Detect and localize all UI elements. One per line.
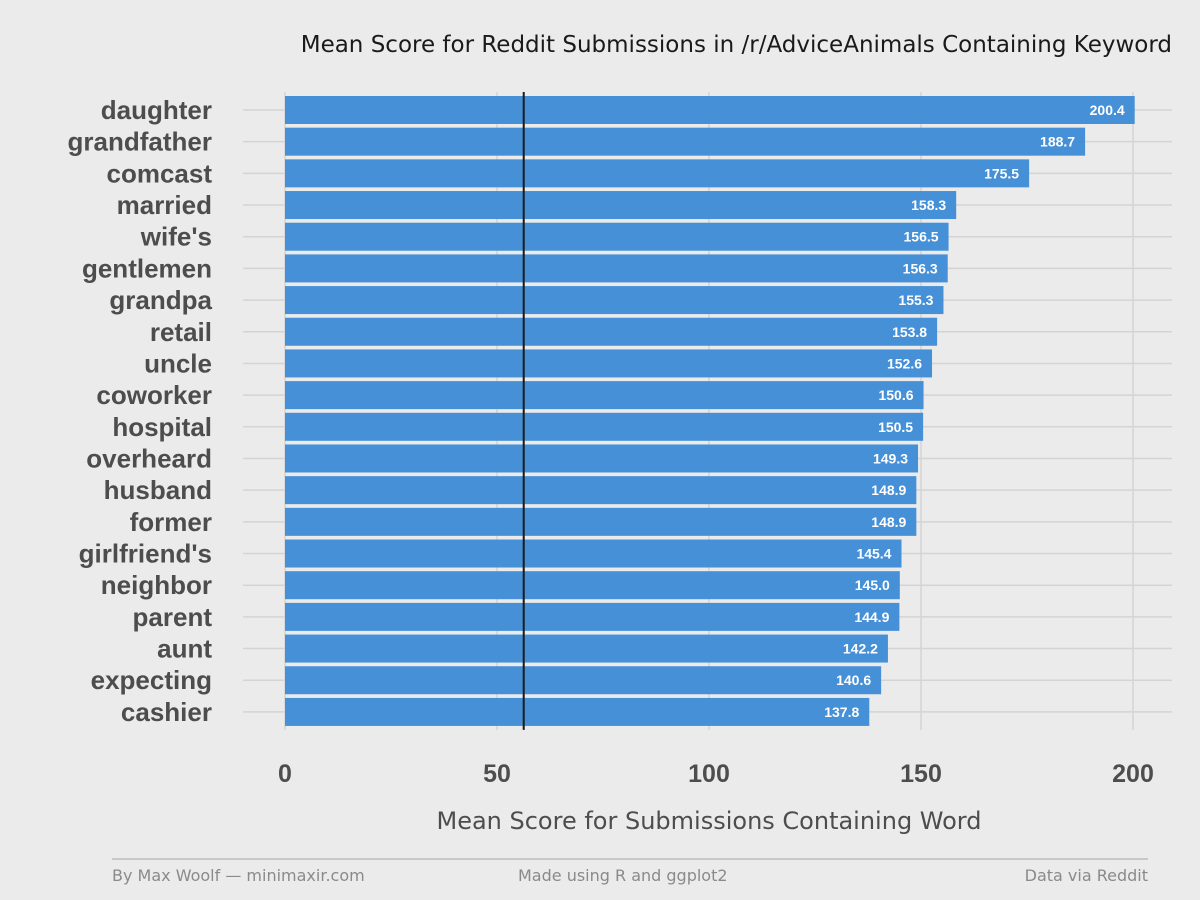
category-label: daughter: [101, 95, 212, 125]
gridlines: [243, 92, 1172, 730]
value-label: 153.8: [892, 324, 927, 340]
value-label: 188.7: [1040, 134, 1075, 150]
value-label: 158.3: [911, 197, 946, 213]
bars: [285, 96, 1135, 726]
category-label: retail: [150, 317, 212, 347]
bar-retail: [285, 317, 938, 346]
value-label: 200.4: [1090, 102, 1125, 118]
value-label: 152.6: [887, 355, 922, 371]
x-tick-labels: 0 50 100 150 200: [278, 760, 1154, 788]
x-axis-title: Mean Score for Submissions Containing Wo…: [436, 807, 981, 835]
bar-married: [285, 191, 957, 220]
value-label: 149.3: [873, 450, 908, 466]
category-label: hospital: [112, 412, 212, 442]
category-labels: daughtergrandfathercomcastmarriedwife'sg…: [68, 95, 213, 727]
value-label: 142.2: [843, 641, 878, 657]
bar-grandfather: [285, 127, 1086, 156]
value-label: 148.9: [871, 482, 906, 498]
category-label: grandpa: [109, 285, 212, 315]
bar-overheard: [285, 444, 919, 473]
bar-cashier: [285, 697, 870, 726]
footer-source: Data via Reddit: [1024, 866, 1148, 885]
footer-credit: By Max Woolf — minimaxir.com: [112, 866, 365, 885]
category-label: girlfriend's: [79, 539, 212, 569]
bar-parent: [285, 602, 900, 631]
value-label: 148.9: [871, 514, 906, 530]
bar-uncle: [285, 349, 933, 378]
category-label: husband: [104, 475, 212, 505]
bar-daughter: [285, 96, 1135, 124]
category-label: comcast: [107, 158, 213, 188]
value-labels: 200.4 188.7 175.5 158.3 156.5 156.3 155.3 153.8…: [824, 102, 1125, 720]
value-label: 140.6: [836, 672, 871, 688]
value-label: 137.8: [824, 704, 859, 720]
footer-tools: Made using R and ggplot2: [518, 866, 728, 885]
x-tick-label: 0: [278, 760, 292, 788]
bar-gentlemen: [285, 254, 948, 283]
value-label: 145.4: [856, 546, 891, 562]
value-label: 150.5: [878, 419, 913, 435]
chart-title: Mean Score for Reddit Submissions in /r/…: [301, 32, 1172, 58]
value-label: 156.5: [904, 229, 939, 245]
bar-wife's: [285, 222, 949, 251]
category-label: neighbor: [101, 570, 212, 600]
value-label: 144.9: [854, 609, 889, 625]
x-tick-label: 150: [900, 760, 942, 788]
x-tick-label: 200: [1112, 760, 1154, 788]
category-label: overheard: [86, 443, 212, 473]
bar-neighbor: [285, 571, 900, 600]
value-label: 156.3: [903, 260, 938, 276]
bar-hospital: [285, 412, 924, 441]
value-label: 145.0: [855, 577, 890, 593]
category-label: gentlemen: [82, 253, 212, 283]
bar-expecting: [285, 666, 882, 695]
category-label: cashier: [121, 697, 212, 727]
bar-aunt: [285, 634, 888, 663]
bar-grandpa: [285, 286, 944, 315]
category-label: coworker: [96, 380, 212, 410]
value-label: 175.5: [984, 165, 1019, 181]
category-label: uncle: [144, 348, 212, 378]
category-label: expecting: [91, 665, 212, 695]
bar-coworker: [285, 381, 924, 410]
bar-comcast: [285, 159, 1030, 188]
value-label: 155.3: [898, 292, 933, 308]
bar-former: [285, 507, 917, 536]
x-tick-label: 50: [483, 760, 511, 788]
bar-girlfriend's: [285, 539, 902, 568]
value-label: 150.6: [878, 387, 913, 403]
category-label: married: [117, 190, 212, 220]
x-tick-label: 100: [688, 760, 730, 788]
category-label: grandfather: [68, 127, 212, 157]
bar-husband: [285, 476, 917, 505]
category-label: aunt: [157, 634, 212, 664]
category-label: former: [130, 507, 212, 537]
category-label: wife's: [140, 222, 212, 252]
category-label: parent: [133, 602, 213, 632]
